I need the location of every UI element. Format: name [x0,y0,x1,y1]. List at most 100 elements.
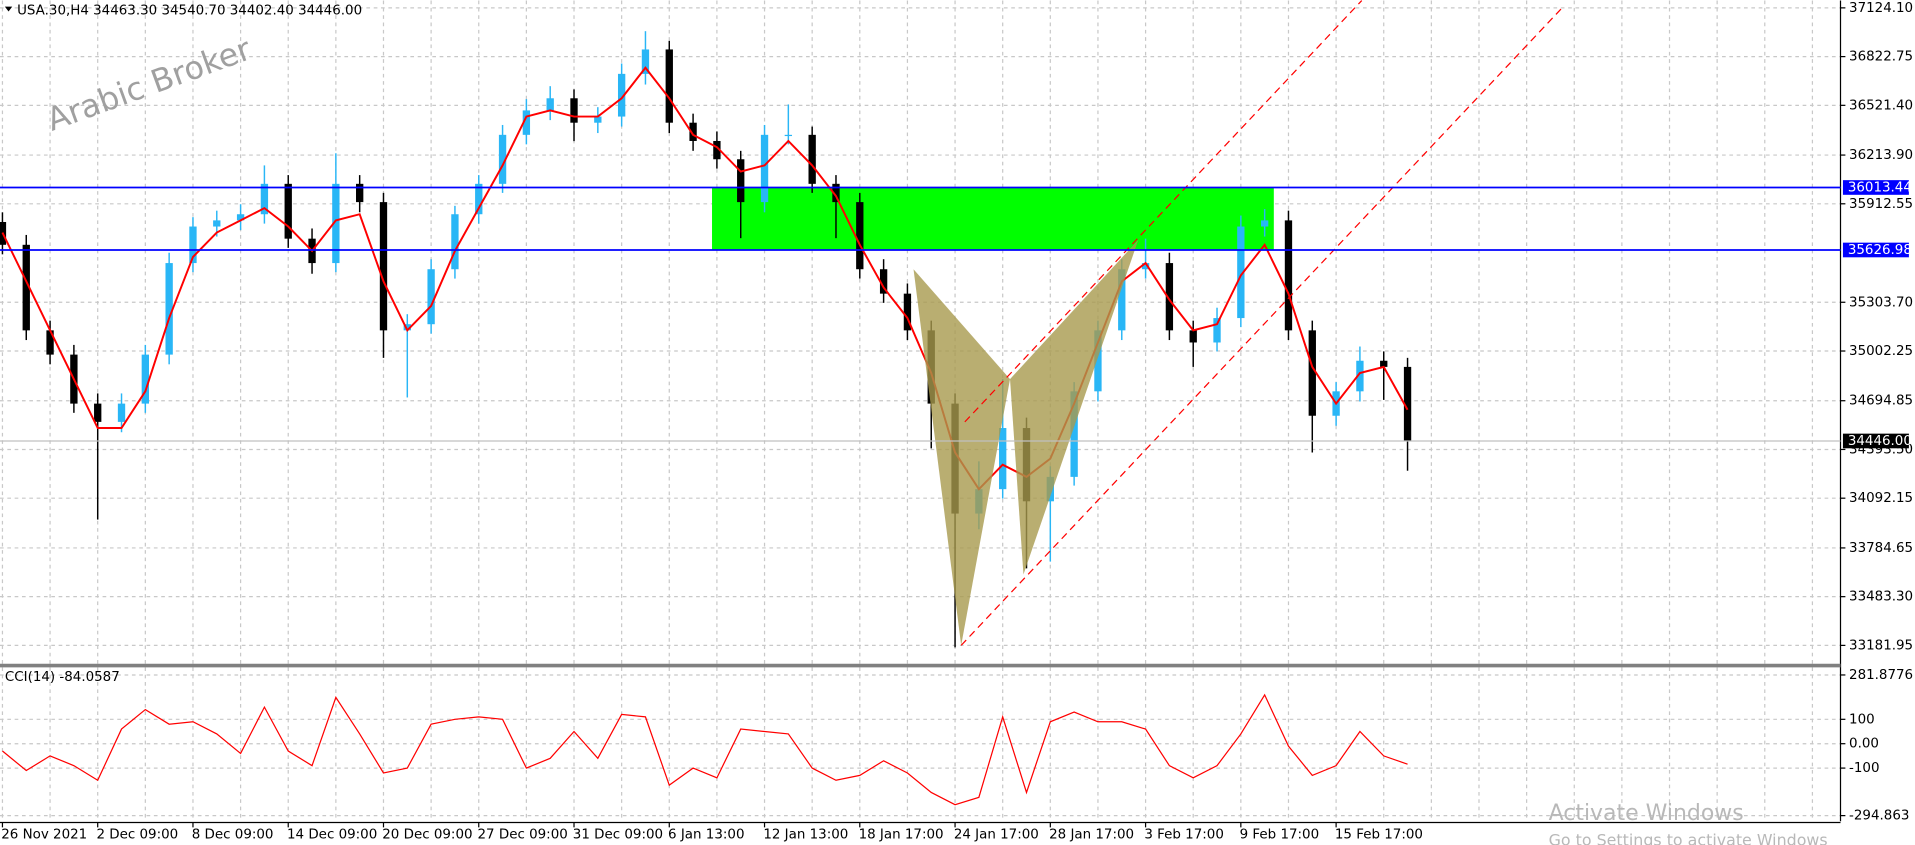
candle-body [1189,330,1197,343]
candle-body [1213,318,1221,343]
candle-body [856,202,864,270]
candle-body [260,183,269,215]
candle-body [1356,360,1364,392]
pattern-leg [1010,239,1139,575]
x-tick-label: 6 Jan 13:00 [668,828,744,843]
level-label: 36013.44 [1848,180,1912,195]
candle-body [403,324,411,331]
candle-body [1380,360,1388,367]
x-tick-label: 20 Dec 09:00 [382,828,472,843]
level-label: 35626.98 [1848,243,1912,258]
candle-body [1141,263,1150,270]
y-tick-label: 35002.25 [1849,344,1913,359]
candle-body [903,293,912,331]
candle-body [498,134,507,184]
candle-body [1260,220,1269,227]
candle-body [999,428,1007,490]
y-tick-label: 35303.70 [1849,295,1913,310]
candle-body [617,73,626,117]
y-tick-label: 100 [1849,712,1875,727]
x-tick-label: 12 Jan 13:00 [763,828,848,843]
y-tick-label: 34694.85 [1849,394,1913,409]
activation-hint[interactable]: Go to Settings to activate Windows [1549,830,1828,845]
x-tick-label: 2 Dec 09:00 [96,828,178,843]
candle-body [832,183,840,203]
x-tick-label: 31 Dec 09:00 [573,828,663,843]
candle-body [284,183,292,239]
cci-line [2,693,1408,806]
candle-body [475,183,483,215]
pattern-leg [913,269,1011,646]
candle-body [332,183,340,264]
candle-body [22,244,30,331]
candle-body [570,98,578,123]
menu-arrow[interactable] [4,6,13,12]
candle-body [427,269,435,325]
y-tick-label: 34092.15 [1849,491,1913,506]
candle-body [213,220,221,227]
candle-body [236,214,245,221]
candle-body [808,134,816,184]
current-price-box [1842,433,1909,449]
candle-body [665,49,673,123]
candle-body [1118,269,1126,331]
current-price-label: 34446.00 [1848,434,1912,449]
candle-body [451,214,459,270]
y-tick-label: 35912.55 [1849,197,1913,212]
candle-body [1165,263,1174,331]
activation-notice: Activate Windows [1549,801,1744,826]
candle-body [379,202,388,331]
y-tick-label: 36822.75 [1849,50,1913,65]
y-tick-label: 37124.10 [1849,1,1913,16]
candle-body [641,49,650,74]
candle-body [1070,391,1078,477]
y-tick-label: 0.00 [1849,737,1879,752]
x-tick-label: 15 Feb 17:00 [1335,828,1423,843]
candle-body [356,183,364,203]
channel-line [964,0,1363,423]
candle-body [737,159,745,203]
candle-body [1284,220,1293,331]
chart-title: USA.30,H4 34463.30 34540.70 34402.40 344… [17,3,362,18]
candle-body [1308,330,1316,416]
candle-body [165,263,173,355]
moving-average [1,66,1409,491]
candle-body [1403,366,1412,441]
candle-body [117,403,126,422]
x-tick-label: 8 Dec 09:00 [192,828,274,843]
candle-body [46,330,54,355]
candle-body [1094,330,1102,392]
indicator-title: CCI(14) -84.0587 [5,670,120,685]
candle-body [94,403,102,422]
grid [0,0,1841,822]
candle-body [784,134,793,137]
candle-body [594,116,602,123]
y-tick-label: 36521.40 [1849,98,1913,113]
y-tick-label: -100 [1849,761,1879,776]
candle-body [522,110,531,135]
candle-body [689,122,697,141]
plot [0,0,1564,806]
y-tick-label: 281.8776 [1849,668,1913,683]
x-tick-label: 9 Feb 17:00 [1240,828,1320,843]
candle-body [546,98,554,111]
level-label-box [1842,242,1909,258]
x-tick-label: 26 Nov 2021 [1,828,87,843]
candle-body [1237,226,1245,319]
candle-body [713,140,721,160]
x-tick-label: 28 Jan 17:00 [1049,828,1134,843]
x-tick-label: 14 Dec 09:00 [287,828,377,843]
candle-body [141,354,149,404]
x-tick-label: 24 Jan 17:00 [954,828,1039,843]
y-tick-label: -294.863 [1849,809,1909,824]
x-tick-label: 27 Dec 09:00 [478,828,568,843]
level-label-box [1842,180,1909,195]
supply-zone [712,187,1274,250]
candle-body [879,269,888,294]
y-tick-label: 33181.95 [1849,638,1913,653]
candle-body [760,134,769,203]
y-tick-label: 36213.90 [1849,148,1913,163]
x-tick-label: 3 Feb 17:00 [1144,828,1224,843]
